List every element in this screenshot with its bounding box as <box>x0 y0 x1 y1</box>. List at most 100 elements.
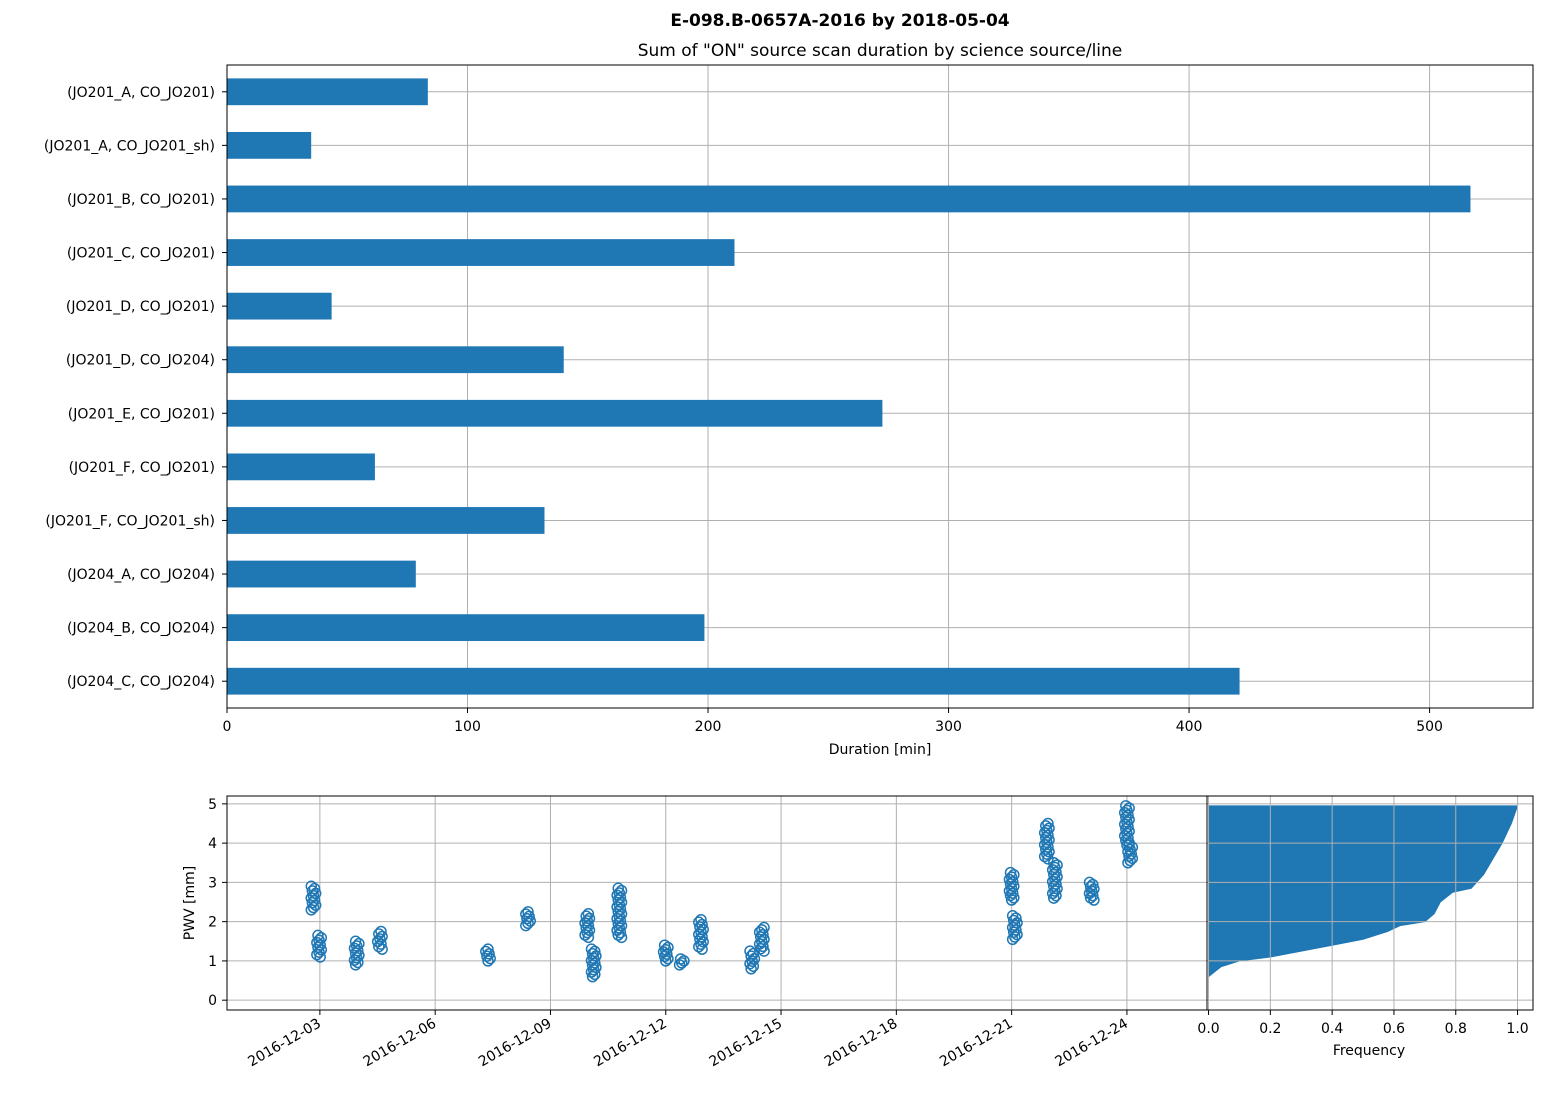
bar-category-label: (JO201_D, CO_JO204) <box>66 353 215 369</box>
pwv-point <box>522 906 534 918</box>
pwv-point <box>612 882 624 895</box>
bar-category-label: (JO201_B, CO_JO201) <box>67 192 215 208</box>
duration-bar <box>227 185 1471 213</box>
pwv-point <box>674 953 687 965</box>
scatter-y-tick-label: 3 <box>208 875 217 891</box>
pwv-point <box>1083 876 1096 889</box>
pwv-point <box>581 915 594 927</box>
pwv-point <box>580 910 592 922</box>
pwv-point <box>1007 914 1020 927</box>
pwv-point <box>745 950 757 962</box>
pwv-point <box>586 947 599 960</box>
duration-bar <box>227 453 375 481</box>
pwv-point <box>1121 804 1133 817</box>
pwv-point <box>585 943 598 955</box>
bar-chart-x-tick-label: 0 <box>223 719 232 735</box>
duration-bar <box>227 614 705 642</box>
histogram-x-tick-label: 0.0 <box>1197 1021 1219 1037</box>
histogram-xlabel: Frequency <box>1333 1043 1405 1059</box>
scatter-y-tick-label: 0 <box>208 993 217 1009</box>
scatter-y-tick-label: 4 <box>208 836 217 852</box>
pwv-point <box>1010 912 1022 924</box>
duration-bar <box>227 78 428 106</box>
duration-bar <box>227 239 735 266</box>
pwv-point <box>615 884 628 897</box>
pwv-point <box>353 937 365 950</box>
bar-chart-category-labels: (JO201_A, CO_JO201) (JO201_A, CO_JO201_sh… <box>44 85 227 690</box>
histogram-frame <box>1206 795 1534 1011</box>
pwv-point <box>694 933 706 946</box>
pwv-point <box>1049 861 1061 874</box>
histogram-x-tick-label: 0.6 <box>1383 1021 1405 1037</box>
scatter-x-tick-label: 2016-12-06 <box>361 1016 440 1071</box>
bar-chart-title: Sum of "ON" source scan duration by scie… <box>638 41 1123 61</box>
scatter-x-tick-label: 2016-12-15 <box>707 1016 785 1071</box>
pwv-point <box>1124 843 1136 856</box>
pwv-point <box>373 940 385 953</box>
pwv-point <box>1043 822 1055 834</box>
histogram-x-tick-label: 0.4 <box>1321 1021 1343 1037</box>
pwv-point <box>694 921 706 933</box>
pwv-point <box>483 948 495 960</box>
pwv-point <box>374 933 386 945</box>
pwv-point <box>521 912 533 925</box>
bar-chart-grid <box>226 65 1533 708</box>
bar-chart-x-ticks: 0 100 200 300 400 500 <box>223 708 1443 735</box>
histogram-grid <box>1207 796 1533 1010</box>
pwv-point <box>695 913 707 926</box>
duration-bar <box>227 560 416 588</box>
bar-chart-x-tick-label: 100 <box>454 719 481 735</box>
pwv-point <box>482 943 494 955</box>
scatter-y-tick-label: 2 <box>208 915 217 931</box>
pwv-frequency-histogram: 0.0 0.2 0.4 0.6 0.8 1.0 Frequency <box>1197 795 1534 1059</box>
pwv-point <box>376 930 388 943</box>
figure-title: E-098.B-0657A-2016 by 2018-05-04 <box>670 11 1009 31</box>
pwv-point <box>1041 824 1053 837</box>
bar-category-label: (JO204_B, CO_JO204) <box>67 621 215 637</box>
pwv-point <box>1120 800 1132 812</box>
pwv-point <box>1084 881 1097 893</box>
bar-category-label: (JO201_F, CO_JO201) <box>69 460 215 476</box>
bar-chart-x-tick-label: 400 <box>1176 719 1203 735</box>
histogram-x-tick-label: 0.8 <box>1445 1021 1467 1037</box>
bar-category-label: (JO204_A, CO_JO204) <box>67 567 215 583</box>
bar-chart-xlabel: Duration [min] <box>829 742 932 758</box>
pwv-point <box>1042 817 1054 830</box>
duration-bar-chart: Sum of "ON" source scan duration by scie… <box>44 41 1534 758</box>
pwv-point <box>1004 866 1017 879</box>
scatter-points <box>305 800 1139 983</box>
scatter-x-tick-label: 2016-12-18 <box>822 1016 900 1071</box>
scatter-y-tick-label: 5 <box>208 797 217 813</box>
pwv-point <box>481 950 493 962</box>
pwv-point <box>305 880 318 893</box>
pwv-point <box>313 934 325 946</box>
duration-bar <box>227 667 1240 695</box>
pwv-point <box>757 928 769 941</box>
pwv-point <box>696 918 708 931</box>
pwv-point <box>373 928 385 940</box>
pwv-point <box>613 887 626 899</box>
pwv-point <box>1048 857 1060 869</box>
bar-chart-bars <box>227 78 1471 695</box>
pwv-point <box>745 963 757 975</box>
scatter-x-ticks: 2016-12-03 2016-12-06 2016-12-09 2016-12-12… <box>245 1010 1131 1070</box>
cumulative-frequency-area <box>1208 805 1519 978</box>
duration-bar <box>227 131 312 159</box>
pwv-point <box>350 940 363 952</box>
pwv-point <box>758 921 770 934</box>
histogram-x-tick-label: 1.0 <box>1506 1021 1528 1037</box>
scatter-x-tick-label: 2016-12-12 <box>591 1016 669 1071</box>
histogram-x-ticks: 0.0 0.2 0.4 0.6 0.8 1.0 <box>1197 1010 1529 1037</box>
pwv-point <box>375 925 387 938</box>
scatter-x-tick-label: 2016-12-21 <box>937 1016 1015 1071</box>
bar-category-label: (JO201_A, CO_JO201) <box>67 85 215 101</box>
scatter-x-tick-label: 2016-12-09 <box>476 1016 554 1071</box>
bar-category-label: (JO201_E, CO_JO201) <box>68 406 215 422</box>
scatter-frame <box>226 795 1208 1011</box>
bar-category-label: (JO204_C, CO_JO204) <box>67 674 215 690</box>
bar-chart-frame <box>226 64 1534 709</box>
pwv-point <box>583 912 596 925</box>
pwv-point <box>582 908 595 920</box>
